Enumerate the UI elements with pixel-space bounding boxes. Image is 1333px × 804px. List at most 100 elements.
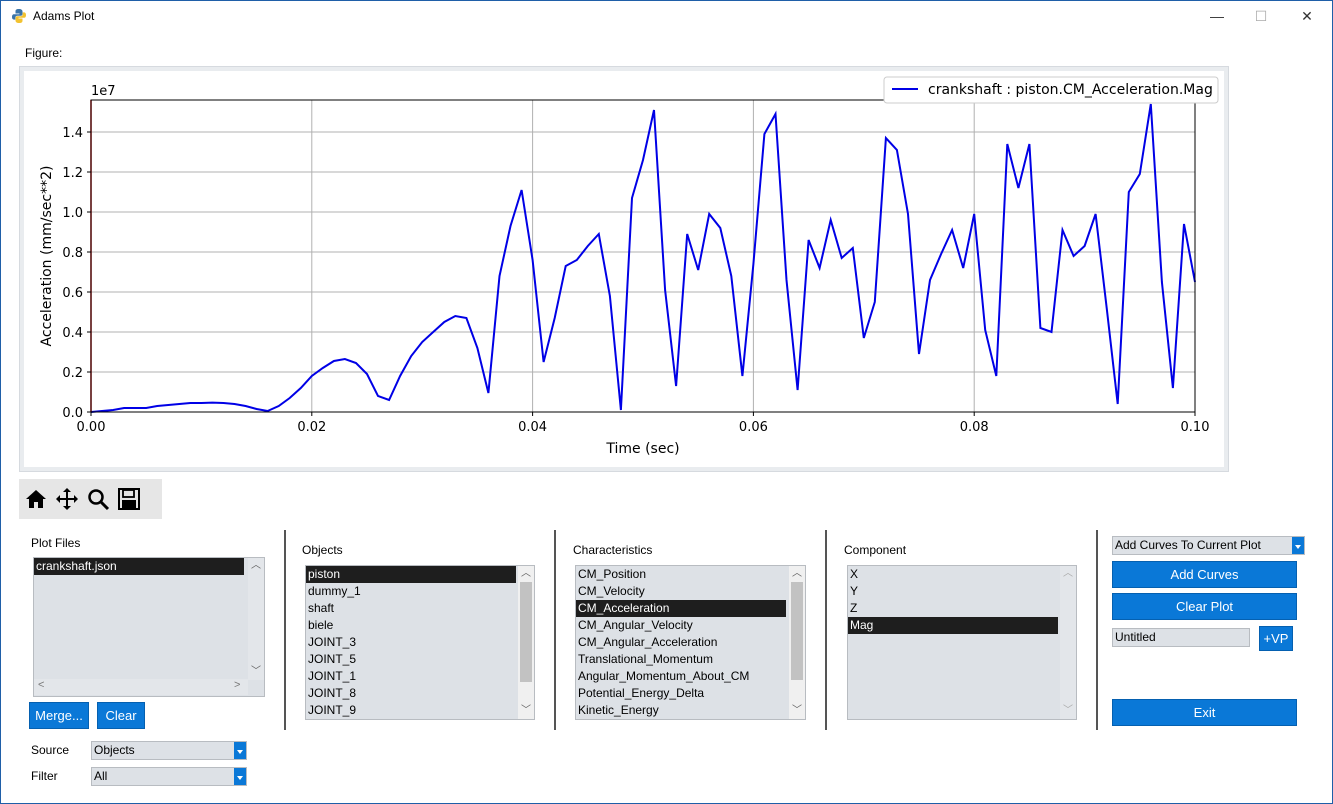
separator <box>284 530 286 730</box>
legend-entry: crankshaft : piston.CM_Acceleration.Mag <box>928 82 1213 98</box>
list-item[interactable]: Potential_Energy_Delta <box>578 686 705 700</box>
scroll-up-icon[interactable]: ︿ <box>1063 568 1073 579</box>
x-tick-label: 0.04 <box>518 420 547 435</box>
list-item[interactable]: Mag <box>848 617 1058 634</box>
y-tick-label: 0.2 <box>62 366 83 381</box>
save-icon <box>118 488 140 510</box>
list-item[interactable]: dummy_1 <box>308 584 361 598</box>
scroll-down-icon[interactable]: ﹀ <box>1063 705 1073 716</box>
minimize-button[interactable]: — <box>1210 8 1224 24</box>
page-name-input[interactable]: Untitled <box>1112 628 1250 647</box>
filter-label: Filter <box>31 769 58 783</box>
pan-button[interactable] <box>53 485 81 513</box>
plot-border <box>90 99 1196 413</box>
list-item[interactable]: Kinetic_Energy <box>578 703 659 717</box>
list-item[interactable]: JOINT_3 <box>308 635 357 649</box>
window-title: Adams Plot <box>33 9 95 23</box>
chevron-down-icon[interactable] <box>234 768 246 785</box>
scroll-up-icon[interactable]: ︿ <box>251 560 261 571</box>
home-icon <box>26 490 46 508</box>
y-tick-label: 0.4 <box>62 326 83 341</box>
plot-files-hscroll[interactable]: < > <box>34 679 248 695</box>
list-item[interactable]: X <box>850 567 859 581</box>
series-line <box>90 103 1196 413</box>
list-item[interactable]: JOINT_1 <box>308 669 357 683</box>
list-item[interactable]: JOINT_8 <box>308 686 357 700</box>
acceleration-chart: 0.00 0.02 0.04 0.06 0.08 0.10 0.0 0.2 0.4 0.6 0.8 1… <box>39 76 1219 457</box>
close-button[interactable]: ✕ <box>1301 8 1313 24</box>
list-item[interactable]: piston <box>306 566 516 583</box>
pan-icon <box>56 488 78 510</box>
list-item[interactable]: Z <box>850 601 858 615</box>
merge-button[interactable]: Merge... <box>29 702 89 729</box>
x-tick-label: 0.08 <box>960 420 989 435</box>
list-item[interactable]: CM_Position <box>578 567 647 581</box>
figure-frame: 0.00 0.02 0.04 0.06 0.08 0.10 0.0 0.2 0.4 0.6 0.8 1… <box>19 66 1229 472</box>
component-vscroll[interactable]: ︿ ﹀ <box>1060 566 1076 719</box>
list-item[interactable]: biele <box>308 618 334 632</box>
clear-files-button[interactable]: Clear <box>97 702 145 729</box>
scroll-down-icon[interactable]: ﹀ <box>521 705 531 716</box>
y-tick-label: 0.6 <box>62 286 83 301</box>
plot-files-list: crankshaft.json ︿ ﹀ < > <box>33 557 265 697</box>
objects-label: Objects <box>302 543 343 557</box>
y-scale-label: 1e7 <box>91 84 116 99</box>
maximize-button[interactable]: ☐ <box>1254 8 1268 24</box>
list-item[interactable]: JOINT_9 <box>308 703 357 717</box>
x-tick-label: 0.10 <box>1181 420 1210 435</box>
characteristics-list: CM_Position CM_Velocity CM_Acceleration CM_… <box>575 565 806 720</box>
list-item[interactable]: Translational_Momentum <box>578 652 713 666</box>
list-item[interactable]: Angular_Momentum_About_CM <box>578 669 750 683</box>
legend: crankshaft : piston.CM_Acceleration.Mag <box>883 76 1219 104</box>
home-button[interactable] <box>22 485 50 513</box>
scroll-up-icon[interactable]: ︿ <box>521 568 531 579</box>
scroll-down-icon[interactable]: ﹀ <box>251 666 261 677</box>
clear-plot-button[interactable]: Clear Plot <box>1112 593 1297 620</box>
objects-vscroll[interactable]: ︿ ﹀ <box>518 566 534 719</box>
list-item[interactable]: crankshaft.json <box>34 558 244 575</box>
separator <box>825 530 827 730</box>
python-app-icon <box>12 9 26 23</box>
y-tick-label: 1.2 <box>62 166 83 181</box>
list-item[interactable]: CM_Velocity <box>578 584 645 598</box>
filter-value: All <box>94 769 108 783</box>
chevron-down-icon[interactable] <box>234 742 246 759</box>
exit-button[interactable]: Exit <box>1112 699 1297 726</box>
characteristics-label: Characteristics <box>573 543 653 557</box>
x-tick-label: 0.06 <box>739 420 768 435</box>
scroll-down-icon[interactable]: ﹀ <box>792 705 802 716</box>
chevron-down-icon[interactable] <box>1292 537 1304 554</box>
add-curves-button[interactable]: Add Curves <box>1112 561 1297 588</box>
y-tick-label: 1.4 <box>62 126 83 141</box>
x-tick-label: 0.02 <box>297 420 326 435</box>
save-figure-button[interactable] <box>115 485 143 513</box>
list-item[interactable]: CM_Angular_Velocity <box>578 618 693 632</box>
page-name-value: Untitled <box>1115 630 1156 644</box>
title-bar: Adams Plot — ☐ ✕ <box>1 1 1332 31</box>
scroll-thumb[interactable] <box>791 582 803 680</box>
list-item[interactable]: JOINT_5 <box>308 652 357 666</box>
filter-dropdown[interactable]: All <box>91 767 247 786</box>
figure-canvas[interactable]: 0.00 0.02 0.04 0.06 0.08 0.10 0.0 0.2 0.4 0.6 0.8 1… <box>24 71 1224 467</box>
scroll-left-icon[interactable]: < <box>38 679 45 691</box>
list-item[interactable]: shaft <box>308 601 335 615</box>
add-viewport-button[interactable]: +VP <box>1259 626 1293 651</box>
y-tick-label: 0.8 <box>62 246 83 261</box>
list-item[interactable]: CM_Angular_Acceleration <box>578 635 718 649</box>
scroll-right-icon[interactable]: > <box>234 679 241 691</box>
add-mode-dropdown[interactable]: Add Curves To Current Plot <box>1112 536 1305 555</box>
source-dropdown[interactable]: Objects <box>91 741 247 760</box>
characteristics-vscroll[interactable]: ︿ ﹀ <box>789 566 805 719</box>
list-item[interactable]: CM_Acceleration <box>576 600 786 617</box>
navigation-toolbar <box>19 479 162 519</box>
add-mode-value: Add Curves To Current Plot <box>1115 538 1261 552</box>
zoom-icon <box>88 489 110 511</box>
source-label: Source <box>31 743 70 757</box>
list-item[interactable]: Y <box>850 584 859 598</box>
plot-files-vscroll[interactable]: ︿ ﹀ <box>248 558 264 680</box>
zoom-button[interactable] <box>84 485 112 513</box>
scroll-thumb[interactable] <box>520 582 532 682</box>
source-value: Objects <box>94 743 135 757</box>
scroll-up-icon[interactable]: ︿ <box>792 568 802 579</box>
